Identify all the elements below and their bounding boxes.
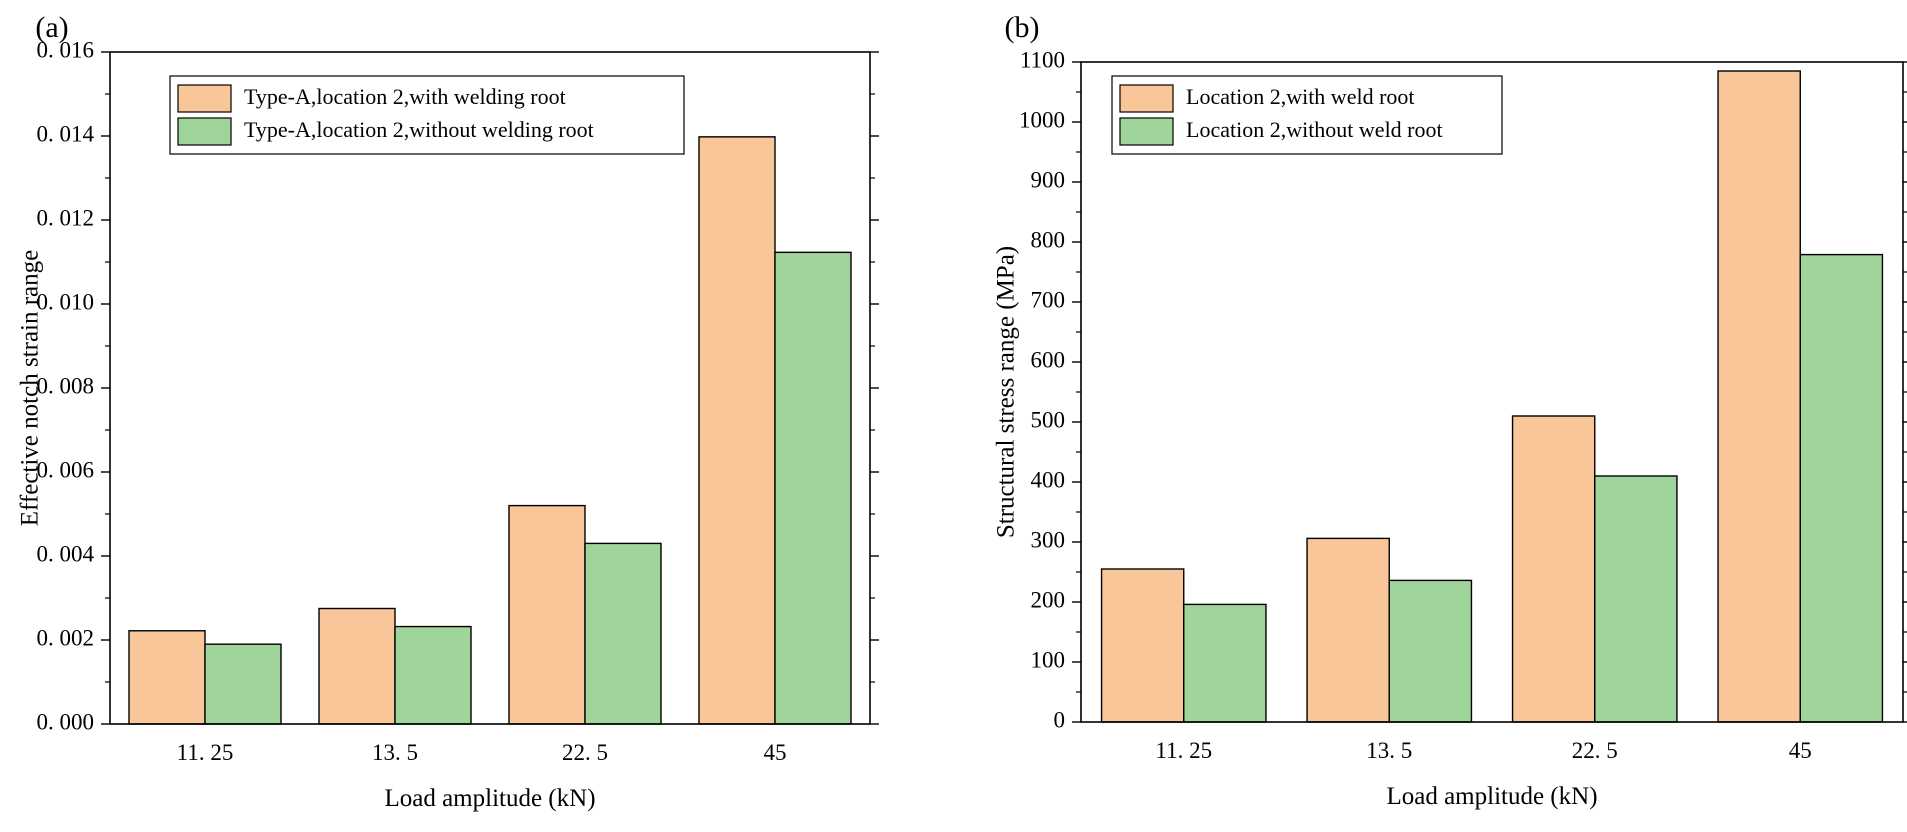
y-tick-label: 0. 014 (37, 121, 95, 146)
legend: Type-A,location 2,with welding root Type-… (169, 75, 685, 155)
y-axis-title: Effective notch strain range (17, 250, 44, 527)
x-tick-label: 22. 5 (1572, 738, 1618, 763)
y-tick-label: 0. 008 (37, 373, 95, 398)
legend-swatch (1119, 84, 1174, 113)
bar-with-root-3 (1717, 70, 1801, 723)
legend-swatch (177, 117, 232, 146)
y-tick-label: 0. 004 (37, 541, 95, 566)
legend-box (1111, 75, 1503, 155)
bar-with-root-2 (508, 504, 586, 725)
bar-without-root-1 (1388, 579, 1473, 723)
bar-with-root-3 (698, 136, 776, 725)
y-tick-label: 0 (1054, 707, 1066, 732)
bar-without-root-1 (394, 625, 472, 725)
y-tick-label: 200 (1031, 587, 1066, 612)
legend-label: Type-A,location 2,with welding root (244, 84, 566, 109)
bar-without-root-0 (1183, 603, 1267, 723)
x-tick-label: 13. 5 (1366, 738, 1412, 763)
y-tick-label: 0. 012 (37, 205, 95, 230)
chart-panel-b: (b) 0 100 200 300 400 500 600 700 800 900 1000 1100 1… (993, 11, 1907, 810)
bar-with-root-0 (128, 630, 206, 725)
y-tick-label: 1000 (1019, 107, 1065, 132)
y-tick-label: 0. 006 (37, 457, 95, 482)
y-tick-label: 100 (1031, 647, 1066, 672)
x-tick-label: 13. 5 (372, 740, 418, 765)
bar-with-root-1 (318, 607, 396, 725)
y-tick-label: 900 (1031, 167, 1066, 192)
panel-label: (a) (35, 11, 68, 44)
bar-with-root-1 (1306, 537, 1390, 723)
y-tick-label: 500 (1031, 407, 1066, 432)
legend-swatch (177, 84, 232, 113)
panel-label: (b) (1005, 11, 1040, 44)
bar-without-root-2 (584, 542, 662, 725)
legend-label: Type-A,location 2,without welding root (244, 117, 594, 142)
x-tick-label: 45 (1789, 738, 1812, 763)
bar-without-root-0 (204, 643, 282, 725)
y-tick-label: 800 (1031, 227, 1066, 252)
x-tick-label: 11. 25 (177, 740, 234, 765)
legend-swatch (1119, 117, 1174, 146)
bar-without-root-2 (1594, 475, 1678, 723)
bar-without-root-3 (774, 251, 852, 725)
y-tick-label: 400 (1031, 467, 1066, 492)
y-tick-label: 1100 (1020, 47, 1065, 72)
legend-label: Location 2,without weld root (1186, 117, 1443, 142)
x-axis-title: Load amplitude (kN) (1386, 783, 1597, 810)
y-tick-label: 0. 002 (37, 625, 95, 650)
x-tick-label: 11. 25 (1155, 738, 1212, 763)
legend: Location 2,with weld root Location 2,with… (1111, 75, 1503, 155)
bar-with-root-2 (1511, 415, 1596, 723)
x-axis-title: Load amplitude (kN) (384, 785, 595, 812)
y-tick-label: 0. 000 (37, 709, 95, 734)
y-tick-label: 700 (1031, 287, 1066, 312)
y-tick-label: 300 (1031, 527, 1066, 552)
bar-without-root-3 (1799, 253, 1884, 723)
legend-box (169, 75, 685, 155)
legend-label: Location 2,with weld root (1186, 84, 1415, 109)
bar-with-root-0 (1100, 568, 1185, 723)
y-tick-label: 0. 010 (37, 289, 95, 314)
y-tick-label: 0. 016 (37, 37, 95, 62)
y-axis-title: Structural stress range (MPa) (993, 246, 1020, 538)
x-tick-label: 45 (764, 740, 787, 765)
chart-panel-a: (a) 0. 000 0. 002 0. 004 0. 006 0. 008 0. 010 0… (17, 11, 879, 812)
y-tick-label: 600 (1031, 347, 1066, 372)
x-tick-label: 22. 5 (562, 740, 608, 765)
